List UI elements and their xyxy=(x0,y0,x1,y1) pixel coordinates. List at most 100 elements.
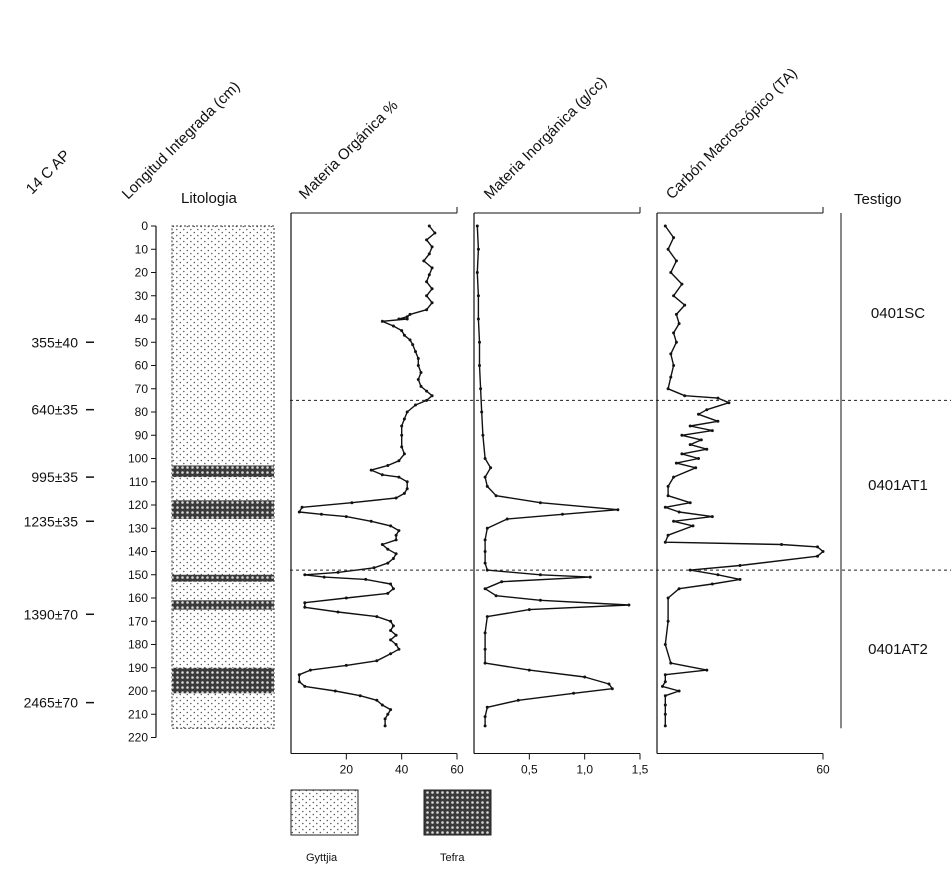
data-point xyxy=(425,294,429,298)
data-point xyxy=(427,224,431,228)
data-point xyxy=(505,517,509,521)
age-label: 1235±35 xyxy=(24,513,79,529)
data-point xyxy=(483,561,487,565)
data-point xyxy=(389,629,393,632)
data-point xyxy=(494,494,498,498)
data-point xyxy=(483,457,487,460)
core-label: 0401AT1 xyxy=(868,477,928,494)
data-point xyxy=(386,464,390,467)
data-point xyxy=(380,473,384,477)
data-point xyxy=(416,364,420,367)
data-point xyxy=(666,596,670,600)
data-point xyxy=(561,512,564,516)
data-point xyxy=(394,496,398,500)
data-point xyxy=(672,519,676,523)
data-point xyxy=(397,647,401,651)
data-point xyxy=(394,643,398,646)
data-point xyxy=(483,587,487,591)
tefra-layer xyxy=(172,500,274,519)
legend-tefra-swatch xyxy=(423,789,492,836)
data-point xyxy=(710,515,714,519)
data-point xyxy=(405,410,409,414)
data-point xyxy=(414,403,417,407)
data-point xyxy=(688,501,692,505)
data-point xyxy=(372,566,376,570)
age-header: 14 C AP xyxy=(23,147,74,198)
data-point xyxy=(380,543,384,546)
data-point xyxy=(780,543,783,546)
data-point xyxy=(538,573,542,577)
depth-tick-label: 220 xyxy=(128,731,148,745)
data-point xyxy=(674,461,678,465)
inorganic-header: Materia Inorgánica (g/cc) xyxy=(481,73,610,202)
data-point xyxy=(697,457,700,460)
data-point xyxy=(389,708,393,712)
depth-tick-label: 30 xyxy=(135,289,149,303)
data-point xyxy=(394,633,398,637)
data-point xyxy=(669,375,673,379)
data-point xyxy=(483,631,487,635)
data-point xyxy=(666,387,670,391)
data-point xyxy=(394,552,398,556)
age-label: 1390±70 xyxy=(24,606,79,622)
data-point xyxy=(402,333,406,337)
x-tick-label: 0,5 xyxy=(521,763,538,777)
depth-tick-label: 100 xyxy=(128,452,148,466)
data-point xyxy=(516,698,520,702)
data-point xyxy=(402,417,406,421)
data-point xyxy=(705,447,709,451)
x-tick-label: 60 xyxy=(816,763,830,777)
data-point xyxy=(319,512,323,516)
data-point xyxy=(680,452,684,456)
lithology-column xyxy=(171,225,275,729)
data-point xyxy=(476,247,480,251)
data-point xyxy=(380,703,384,707)
data-point xyxy=(483,550,487,553)
data-point xyxy=(661,684,664,688)
data-point xyxy=(364,577,368,581)
data-point xyxy=(483,724,487,728)
data-point xyxy=(408,338,412,342)
data-point xyxy=(500,580,504,584)
data-point xyxy=(483,647,487,651)
data-point xyxy=(697,412,700,416)
data-point xyxy=(397,529,401,533)
age-labels: 355±40 640±35 995±35 1235±35 1390±70 2465±70 xyxy=(24,334,94,711)
data-point xyxy=(386,712,390,716)
data-point xyxy=(485,568,489,572)
data-point xyxy=(402,491,406,495)
data-point xyxy=(391,587,395,591)
data-point xyxy=(663,540,667,544)
x-tick-label: 60 xyxy=(450,763,464,777)
data-point xyxy=(588,575,592,579)
data-point xyxy=(485,526,489,530)
data-point xyxy=(674,340,678,344)
data-point xyxy=(674,312,678,316)
data-point xyxy=(344,663,348,667)
data-point xyxy=(344,515,348,519)
data-point xyxy=(300,505,304,509)
data-point xyxy=(680,433,684,437)
age-label: 355±40 xyxy=(31,334,78,350)
data-point xyxy=(303,684,307,688)
data-point xyxy=(478,364,481,367)
data-point xyxy=(350,501,354,505)
data-point xyxy=(397,317,401,321)
data-point xyxy=(705,668,709,672)
data-point xyxy=(389,582,393,586)
data-point xyxy=(425,389,429,393)
age-label: 2465±70 xyxy=(24,695,79,711)
data-point xyxy=(627,603,631,607)
data-point xyxy=(405,487,409,491)
data-point xyxy=(322,575,326,579)
data-point xyxy=(391,624,395,628)
data-point xyxy=(483,538,487,542)
data-point xyxy=(485,484,489,488)
core-labels: 0401SC 0401AT1 0401AT2 xyxy=(868,305,928,658)
data-point xyxy=(663,724,667,728)
data-point xyxy=(416,378,420,381)
data-point xyxy=(663,680,667,684)
depth-tick-label: 60 xyxy=(135,359,149,373)
data-point xyxy=(672,331,676,335)
depth-tick-label: 150 xyxy=(128,568,148,582)
